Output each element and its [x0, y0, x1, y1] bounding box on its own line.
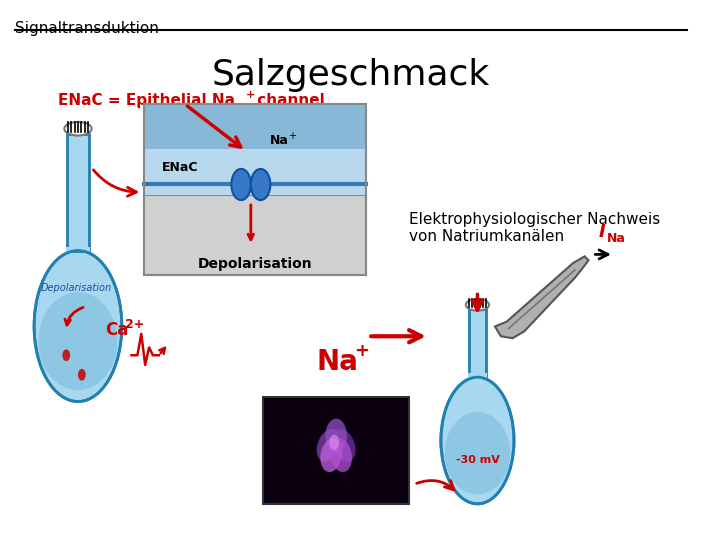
Text: I: I: [598, 223, 605, 241]
Ellipse shape: [444, 412, 510, 494]
Bar: [67, 133, 89, 251]
Text: ENaC: ENaC: [162, 161, 198, 174]
Ellipse shape: [34, 251, 122, 402]
Bar: [469, 309, 486, 377]
Bar: [144, 104, 366, 275]
Text: Salzgeschmack: Salzgeschmack: [212, 58, 490, 92]
Text: +: +: [288, 131, 296, 140]
Bar: [144, 104, 366, 148]
Text: -30 mV: -30 mV: [456, 455, 500, 465]
Text: Na: Na: [270, 133, 289, 146]
Ellipse shape: [64, 122, 91, 136]
Ellipse shape: [317, 429, 340, 462]
Text: channel: channel: [253, 93, 325, 107]
Ellipse shape: [38, 292, 117, 390]
Bar: [468, 373, 487, 379]
Ellipse shape: [251, 169, 270, 200]
Ellipse shape: [441, 377, 514, 504]
Text: +: +: [246, 90, 255, 100]
Text: Na: Na: [317, 348, 359, 376]
Polygon shape: [495, 256, 588, 338]
Text: Signaltransduktion: Signaltransduktion: [14, 21, 158, 36]
Ellipse shape: [63, 349, 70, 361]
Text: ENaC = Epithelial Na: ENaC = Epithelial Na: [58, 93, 235, 107]
Ellipse shape: [320, 438, 342, 472]
Ellipse shape: [78, 369, 86, 381]
Text: 2+: 2+: [125, 318, 144, 331]
Bar: [144, 148, 366, 195]
Ellipse shape: [231, 169, 251, 200]
Ellipse shape: [330, 438, 352, 472]
Ellipse shape: [333, 429, 356, 462]
Text: Na: Na: [607, 232, 626, 245]
Text: Depolarisation: Depolarisation: [41, 284, 112, 293]
Bar: [66, 247, 90, 253]
Text: Depolarisation: Depolarisation: [198, 258, 312, 271]
Text: +: +: [354, 342, 369, 360]
Ellipse shape: [329, 435, 339, 450]
Ellipse shape: [325, 418, 347, 453]
Text: von Natriumkanälen: von Natriumkanälen: [409, 229, 564, 244]
Text: Ca: Ca: [105, 321, 129, 339]
Ellipse shape: [466, 299, 489, 310]
Text: Elektrophysiologischer Nachweis: Elektrophysiologischer Nachweis: [409, 212, 660, 227]
Bar: [144, 195, 366, 275]
Bar: [263, 397, 409, 504]
